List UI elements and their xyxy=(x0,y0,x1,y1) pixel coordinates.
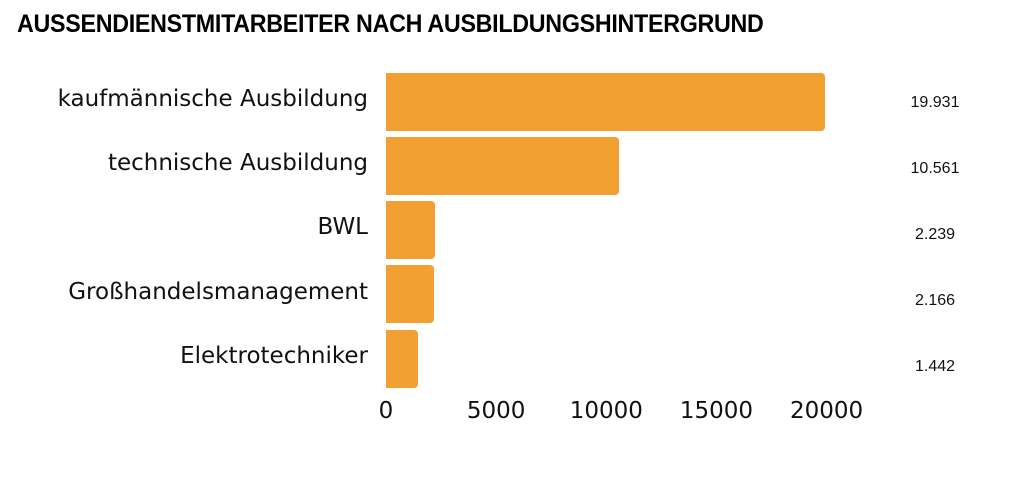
category-label: kaufmännische Ausbildung xyxy=(57,86,368,112)
category-label: BWL xyxy=(317,214,368,240)
x-tick-label: 15000 xyxy=(679,398,754,424)
bar xyxy=(386,73,826,131)
bar xyxy=(386,330,418,388)
category-label: Großhandelsmanagement xyxy=(68,279,368,305)
x-tick-label: 5000 xyxy=(466,398,526,424)
x-tick-label: 10000 xyxy=(569,398,643,424)
bar xyxy=(386,201,436,259)
bar xyxy=(386,265,434,323)
value-label: 1.442 xyxy=(914,358,956,375)
value-label: 2.239 xyxy=(914,226,956,243)
value-label: 19.931 xyxy=(910,94,960,111)
value-label: 10.561 xyxy=(910,160,960,177)
category-label: Elektrotechniker xyxy=(180,343,368,369)
bar xyxy=(386,137,619,195)
value-label: 2.166 xyxy=(914,292,956,309)
x-tick-label: 20000 xyxy=(790,398,864,424)
category-label: technische Ausbildung xyxy=(107,150,368,176)
chart-title: AUSSENDIENSTMITARBEITER NACH AUSBILDUNGS… xyxy=(17,10,764,38)
x-tick-label: 0 xyxy=(378,398,394,424)
